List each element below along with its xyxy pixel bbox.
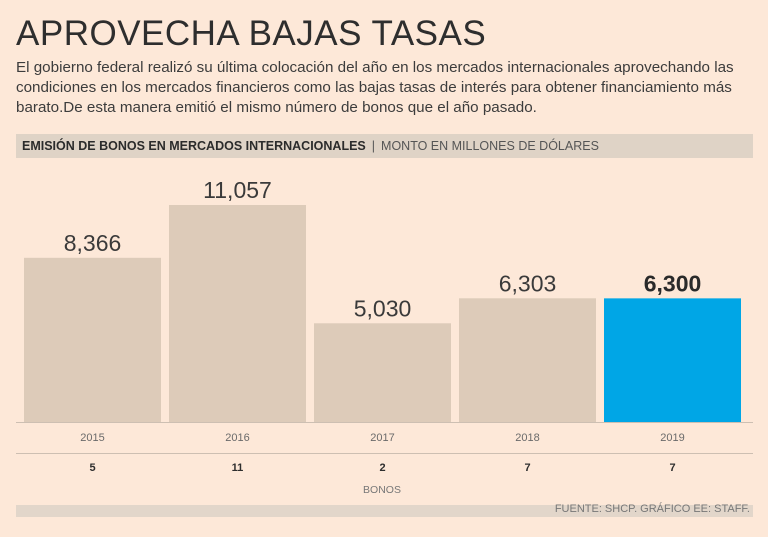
bonds-count-2018: 7 <box>524 462 530 474</box>
bonds-count-2017: 2 <box>379 462 385 474</box>
data-label-2018: 6,303 <box>499 270 557 296</box>
chart-units: MONTO EN MILLONES DE DÓLARES <box>381 139 599 153</box>
x-tick-label-2019: 2019 <box>660 432 684 444</box>
bonds-label: BONOS <box>363 484 401 496</box>
x-tick-label-2017: 2017 <box>370 432 394 444</box>
chart-header: EMISIÓN DE BONOS EN MERCADOS INTERNACION… <box>16 134 753 158</box>
bar-chart: 8,366 2015 5 11,057 2016 11 5,030 2017 2 6,303 201… <box>16 177 753 496</box>
subtitle: El gobierno federal realizó su última co… <box>16 59 734 116</box>
data-label-2016: 11,057 <box>203 177 272 203</box>
bar-2016 <box>169 205 306 422</box>
x-tick-label-2018: 2018 <box>515 432 539 444</box>
source-note: FUENTE: SHCP. GRÁFICO EE: STAFF. <box>554 503 750 515</box>
footer-bar <box>16 505 753 517</box>
data-label-2019: 6,300 <box>644 270 702 296</box>
page-title: APROVECHA BAJAS TASAS <box>16 14 487 53</box>
bar-2019 <box>604 298 741 422</box>
chart-title: EMISIÓN DE BONOS EN MERCADOS INTERNACION… <box>22 139 366 153</box>
bar-2018 <box>459 298 596 422</box>
data-label-2017: 5,030 <box>354 295 412 321</box>
bonds-count-2015: 5 <box>89 462 95 474</box>
x-tick-label-2016: 2016 <box>225 432 249 444</box>
bonds-count-2016: 11 <box>232 462 244 474</box>
x-tick-label-2015: 2015 <box>80 432 104 444</box>
bar-2015 <box>24 257 161 422</box>
data-label-2015: 8,366 <box>64 230 122 256</box>
bonds-count-2019: 7 <box>669 462 675 474</box>
header-separator: | <box>371 139 376 153</box>
bar-2017 <box>314 323 451 422</box>
